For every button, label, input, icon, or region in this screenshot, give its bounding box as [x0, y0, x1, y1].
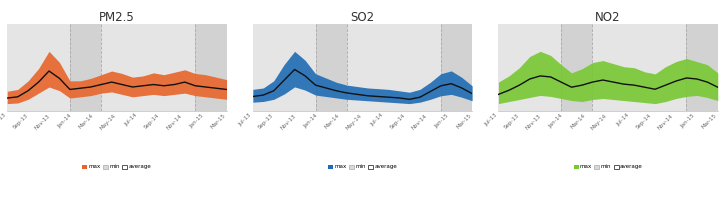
Bar: [687, 24, 718, 111]
Bar: [561, 24, 592, 111]
Legend: max, min, average: max, min, average: [571, 162, 645, 172]
Title: NO2: NO2: [595, 11, 621, 24]
Title: SO2: SO2: [350, 11, 375, 24]
Bar: [315, 24, 347, 111]
Bar: [441, 24, 472, 111]
Title: PM2.5: PM2.5: [99, 11, 135, 24]
Bar: [195, 24, 226, 111]
Legend: max, min, average: max, min, average: [80, 162, 154, 172]
Bar: [70, 24, 102, 111]
Legend: max, min, average: max, min, average: [326, 162, 399, 172]
